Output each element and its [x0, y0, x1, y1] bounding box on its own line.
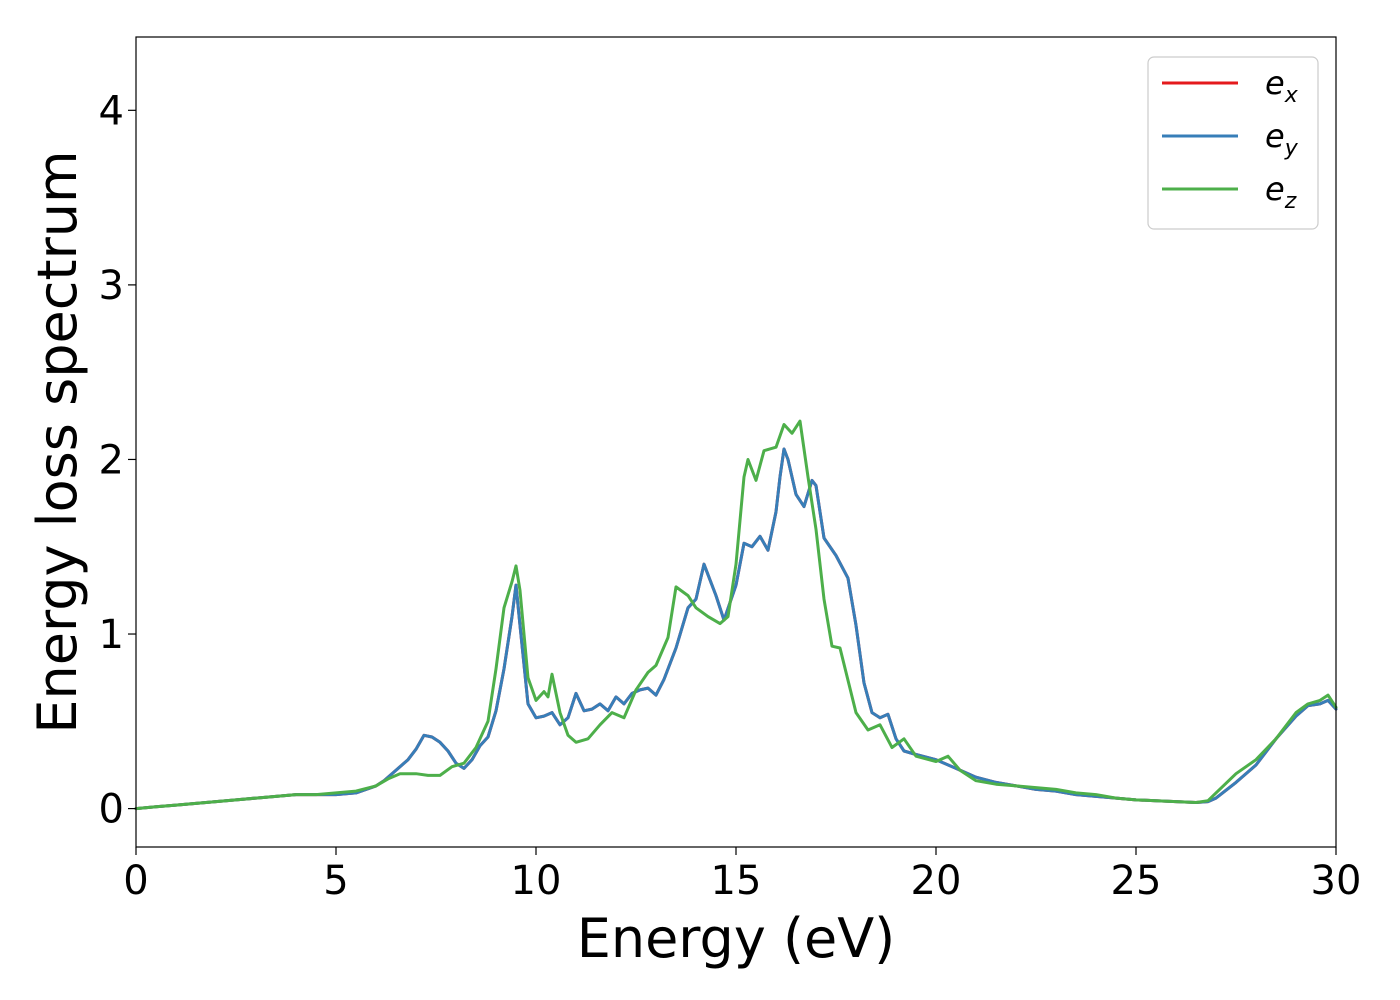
- series-line-x: [134, 447, 1338, 811]
- y-tick-label: 3: [99, 263, 124, 309]
- x-tick-label: 20: [911, 858, 962, 904]
- y-axis-ticks: 0 1 2 3 4: [99, 88, 136, 833]
- legend-label-z: ez: [1265, 170, 1297, 214]
- x-tick-label: 5: [323, 858, 348, 904]
- x-tick-label: 0: [123, 858, 148, 904]
- legend-box: [1147, 56, 1319, 230]
- legend: ex ey ez: [1147, 56, 1319, 230]
- x-axis-label: Energy (eV): [577, 907, 896, 970]
- series-layer: [134, 419, 1338, 811]
- x-axis-ticks: 0 5 10 15 20 25 30: [123, 847, 1361, 904]
- y-tick-label: 0: [99, 787, 124, 833]
- x-tick-label: 10: [511, 858, 562, 904]
- x-tick-label: 30: [1311, 858, 1362, 904]
- legend-label-y: ey: [1265, 117, 1299, 161]
- x-tick-label: 15: [711, 858, 762, 904]
- y-tick-label: 4: [99, 88, 124, 134]
- series-line-z: [134, 419, 1338, 811]
- x-tick-label: 25: [1111, 858, 1162, 904]
- y-tick-label: 2: [99, 437, 124, 483]
- y-axis-label: Energy loss spectrum: [26, 150, 89, 733]
- legend-label-x: ex: [1265, 64, 1299, 108]
- series-line-y: [134, 447, 1338, 811]
- y-tick-label: 1: [99, 612, 124, 658]
